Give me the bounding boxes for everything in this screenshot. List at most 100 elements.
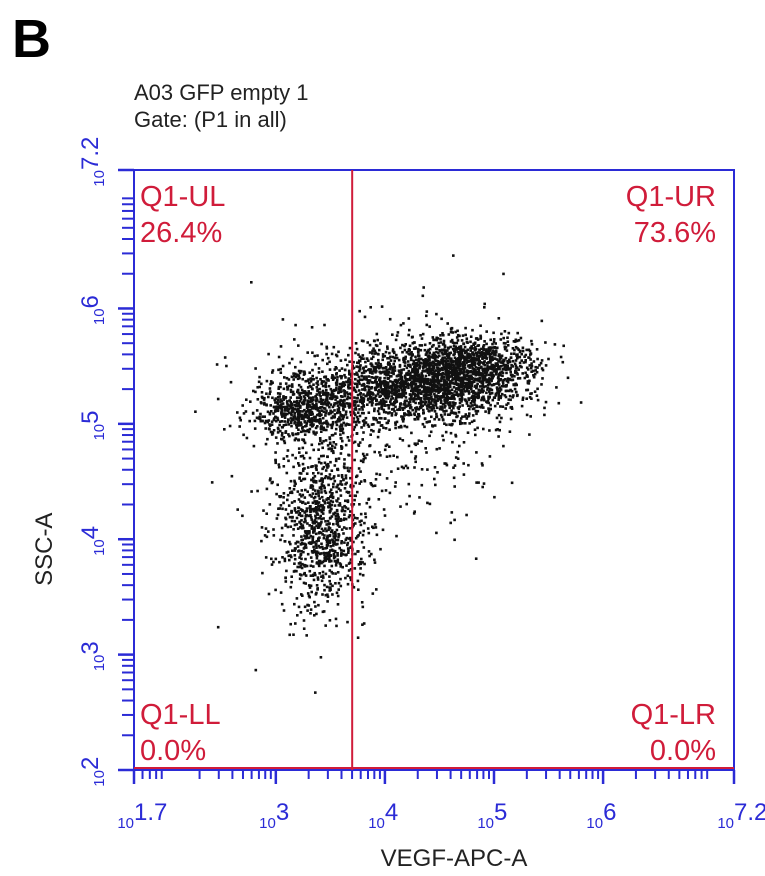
event-point-4-36 — [266, 437, 269, 441]
event-point-1-489 — [324, 402, 327, 406]
event-point-2-659 — [445, 368, 449, 372]
event-point-2-1341 — [417, 408, 420, 411]
event-point-0-547 — [288, 633, 291, 637]
event-point-0-552 — [280, 534, 284, 537]
event-point-4-292 — [435, 396, 439, 399]
event-point-3-492 — [502, 336, 505, 340]
event-point-2-14 — [389, 355, 392, 359]
event-point-0-375 — [317, 603, 320, 607]
event-point-0-281 — [316, 578, 320, 581]
event-point-1-318 — [278, 423, 281, 427]
event-point-4-99 — [299, 472, 303, 475]
event-point-1-192 — [283, 441, 287, 445]
event-point-3-506 — [479, 336, 483, 339]
event-point-0-254 — [308, 505, 312, 508]
event-point-1-609 — [284, 431, 287, 434]
event-point-2-1710 — [402, 358, 405, 361]
event-point-0-515 — [324, 624, 327, 627]
event-point-0-489 — [317, 531, 321, 535]
event-point-3-547 — [470, 384, 473, 388]
event-point-1-511 — [281, 402, 285, 405]
event-point-2-1779 — [444, 383, 448, 387]
event-point-1-652 — [296, 432, 299, 436]
event-point-2-889 — [395, 384, 399, 388]
event-point-0-130 — [284, 580, 288, 583]
event-point-1-460 — [277, 387, 280, 390]
event-point-0-391 — [334, 517, 338, 520]
event-point-0-234 — [289, 585, 293, 589]
event-point-4-283 — [370, 428, 373, 432]
event-point-2-1797 — [360, 426, 363, 429]
event-point-3-574 — [504, 389, 508, 393]
event-point-4-463 — [405, 502, 408, 506]
event-point-2-1767 — [358, 367, 362, 371]
event-point-2-1404 — [440, 379, 443, 383]
event-point-3-6 — [494, 342, 497, 345]
event-point-1-545 — [324, 383, 327, 386]
event-point-1-270 — [283, 409, 286, 412]
event-point-0-425 — [326, 552, 329, 555]
event-point-2-1481 — [430, 384, 434, 388]
event-point-1-149 — [322, 398, 325, 402]
event-point-3-685 — [430, 345, 434, 348]
event-point-2-1412 — [413, 374, 417, 377]
event-point-0-458 — [332, 542, 336, 545]
event-point-4-78 — [385, 395, 389, 399]
event-point-1-555 — [263, 421, 267, 425]
event-point-0-591 — [308, 493, 312, 497]
event-point-1-315 — [282, 396, 285, 400]
event-point-3-252 — [440, 373, 444, 377]
event-point-0-631 — [334, 617, 338, 621]
event-point-1-63 — [344, 413, 348, 416]
event-point-0-322 — [346, 620, 349, 624]
event-point-4-258 — [485, 400, 488, 404]
event-point-3-424 — [457, 387, 460, 390]
event-point-2-1378 — [513, 340, 517, 343]
event-point-2-1467 — [488, 396, 491, 399]
event-point-2-1482 — [433, 394, 437, 398]
event-point-2-498 — [530, 370, 533, 373]
event-point-3-446 — [474, 351, 478, 355]
event-point-2-1581 — [393, 400, 396, 404]
event-point-2-1396 — [408, 378, 412, 382]
event-point-4-479 — [397, 388, 400, 391]
event-point-3-465 — [462, 349, 465, 352]
event-point-3-498 — [451, 371, 455, 375]
event-point-2-916 — [472, 391, 475, 394]
event-point-4-176 — [330, 447, 334, 450]
event-point-3-296 — [454, 330, 457, 334]
event-point-4-339 — [360, 405, 363, 409]
event-point-1-665 — [280, 420, 284, 423]
event-point-0-495 — [336, 594, 340, 598]
event-point-0-135 — [317, 544, 320, 548]
event-point-2-684 — [513, 375, 516, 378]
event-point-1-348 — [339, 403, 343, 407]
event-point-2-1280 — [392, 407, 395, 411]
event-point-4-102 — [306, 409, 309, 413]
event-point-3-619 — [450, 364, 453, 367]
event-point-1-291 — [268, 392, 271, 396]
event-point-0-849 — [323, 588, 326, 592]
event-point-2-594 — [526, 380, 530, 383]
event-point-3-401 — [471, 372, 475, 375]
event-point-0-542 — [371, 592, 375, 595]
event-point-2-1657 — [414, 355, 417, 359]
event-point-0-860 — [289, 622, 292, 626]
event-point-0-233 — [343, 541, 346, 544]
event-point-2-77 — [500, 416, 503, 420]
event-point-0-218 — [312, 472, 315, 475]
event-point-4-24 — [434, 483, 437, 487]
event-point-4-366 — [387, 361, 390, 365]
event-point-2-63 — [336, 404, 340, 407]
event-point-0-734 — [328, 540, 331, 543]
quadrant-percent-q1-ul: 26.4% — [140, 217, 222, 249]
event-point-1-488 — [360, 395, 363, 399]
event-point-3-461 — [461, 404, 464, 407]
event-point-2-1254 — [341, 399, 344, 402]
event-point-2-500 — [418, 414, 421, 418]
event-point-3-405 — [477, 367, 480, 370]
event-point-0-736 — [302, 457, 306, 460]
event-point-1-614 — [347, 439, 351, 442]
event-point-4-395 — [382, 393, 385, 396]
event-point-1-450 — [280, 413, 283, 416]
